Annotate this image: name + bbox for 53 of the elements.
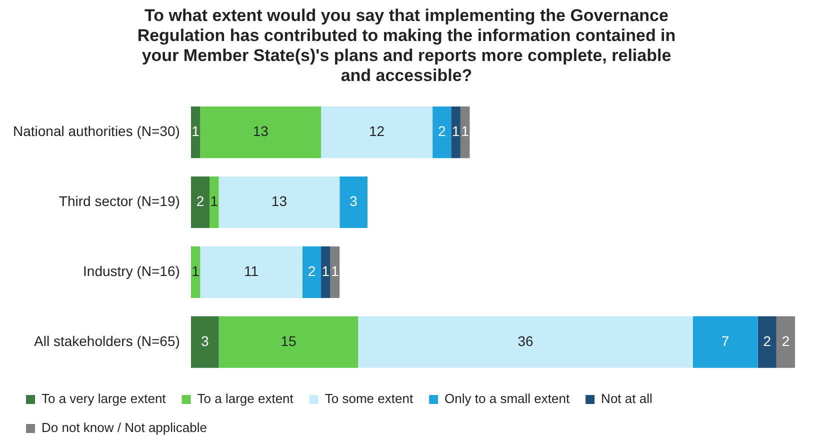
bar (190, 106, 200, 158)
chart-title: To what extent would you say that implementing the Governance Regulation has contributed to making the information contained in your Member State(s)'s plans and reports more complete, reliable and accessible? (136, 6, 677, 86)
data-label: 2 (782, 332, 790, 349)
bar (758, 316, 776, 368)
data-label: 2 (763, 332, 772, 349)
legend-label: Do not know / Not applicable (42, 420, 207, 436)
data-label: 11 (244, 263, 259, 280)
data-label: 2 (308, 263, 316, 280)
y-tick-label: Third sector (N=19) (58, 193, 180, 210)
y-tick-label: All stakeholders (N=65) (34, 332, 180, 349)
data-label: 1 (322, 263, 330, 280)
data-label: 13 (271, 193, 288, 210)
y-tick-label: National authorities (N=30) (13, 123, 180, 140)
legend-label: To a very large extent (42, 391, 166, 406)
data-label: 2 (438, 123, 446, 140)
data-label: 13 (252, 123, 269, 140)
bar (218, 316, 358, 368)
bar (190, 316, 219, 368)
bar (460, 106, 470, 158)
data-label: 1 (210, 193, 218, 210)
legend-label: Only to a small extent (444, 391, 570, 406)
bar (218, 176, 340, 228)
bar (200, 106, 322, 158)
data-label: 2 (196, 193, 204, 210)
data-label: 1 (331, 263, 340, 280)
y-tick-label: Industry (N=16) (83, 263, 180, 280)
data-label: 15 (280, 332, 296, 349)
bar (432, 106, 452, 158)
legend-label: To a large extent (197, 391, 294, 406)
bar (340, 176, 368, 228)
bar (330, 246, 340, 298)
bar (776, 316, 795, 368)
bar (302, 246, 322, 298)
data-label: 1 (192, 263, 200, 280)
data-label: 3 (350, 193, 358, 210)
bar (358, 316, 693, 368)
data-label: 36 (518, 332, 534, 349)
data-label: 7 (721, 332, 730, 349)
bar (692, 316, 758, 368)
data-label: 12 (369, 123, 385, 140)
bar (190, 246, 200, 298)
bar (321, 106, 433, 158)
bar (210, 176, 219, 228)
bar (190, 176, 210, 228)
data-label: 3 (200, 332, 209, 349)
bar (451, 106, 460, 158)
data-label: 1 (461, 123, 470, 140)
bar (200, 246, 302, 298)
data-label: 1 (452, 123, 460, 140)
legend-label: To some extent (324, 391, 414, 406)
bar (321, 246, 330, 298)
data-label: 1 (192, 123, 200, 140)
legend-label: Not at all (601, 391, 652, 406)
